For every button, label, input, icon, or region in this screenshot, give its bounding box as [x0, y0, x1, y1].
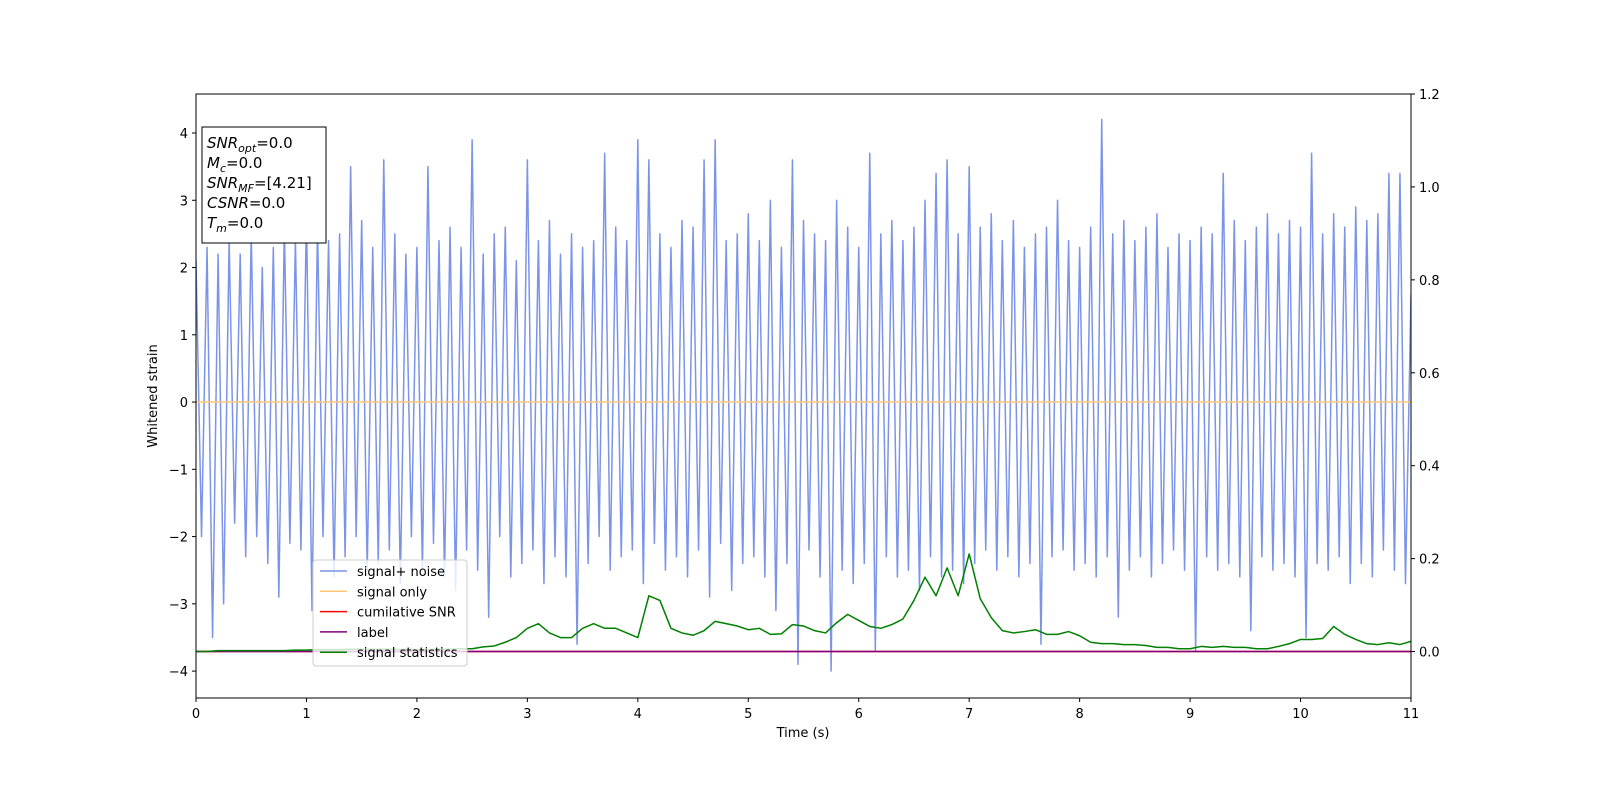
- y-tick-label: −2: [169, 531, 188, 546]
- legend-label: signal statistics: [357, 646, 458, 661]
- annotation-symbol: T: [207, 214, 218, 232]
- x-tick-label: 10: [1292, 707, 1309, 722]
- x-tick-label: 0: [192, 707, 200, 722]
- annotation-symbol: SNR: [207, 134, 238, 152]
- x-tick-label: 4: [634, 707, 642, 722]
- y-tick-label: 1: [180, 329, 188, 344]
- y-axis-label: Whitened strain: [146, 344, 161, 447]
- y-tick-label: 4: [180, 127, 188, 142]
- x-tick-label: 5: [744, 707, 752, 722]
- annotation-subscript: c: [220, 162, 226, 175]
- annotation-value: =0.0: [227, 214, 263, 232]
- annotation-subscript: opt: [238, 142, 257, 155]
- annotation-subscript: m: [216, 222, 227, 235]
- legend-label: label: [357, 626, 388, 641]
- y-tick-label: 3: [180, 194, 188, 209]
- y2-tick-label: 0.6: [1419, 367, 1440, 382]
- annotation-line: Mc=0.0: [207, 154, 262, 175]
- y-tick-label: 2: [180, 262, 188, 277]
- legend-box: [312, 559, 468, 667]
- x-tick-label: 8: [1075, 707, 1083, 722]
- y-tick-label: −1: [169, 463, 188, 478]
- x-tick-label: 11: [1403, 707, 1420, 722]
- annotation-value: =[4.21]: [254, 174, 312, 192]
- annotation-symbol: M: [207, 154, 220, 172]
- annotation-line: CSNR=0.0: [207, 194, 285, 212]
- annotation-line: SNRMF=[4.21]: [207, 174, 312, 195]
- y-tick-label: −4: [169, 665, 188, 680]
- annotation-box: [201, 126, 327, 244]
- x-axis-label: Time (s): [776, 726, 830, 741]
- series-line: [196, 118, 1411, 672]
- x-tick-label: 1: [302, 707, 310, 722]
- y2-tick-label: 0.2: [1419, 553, 1440, 568]
- x-tick-label: 3: [523, 707, 531, 722]
- annotation-subscript: MF: [238, 182, 254, 195]
- legend-label: signal only: [357, 585, 427, 600]
- y2-tick-label: 0.0: [1419, 646, 1440, 661]
- y-tick-label: 0: [180, 396, 188, 411]
- annotation-line: SNRopt=0.0: [207, 134, 293, 155]
- annotation-line: Tm=0.0: [207, 214, 263, 235]
- legend-label: cumilative SNR: [357, 606, 456, 621]
- x-tick-label: 9: [1186, 707, 1194, 722]
- y2-tick-label: 0.8: [1419, 274, 1440, 289]
- annotation-value: =0.0: [226, 154, 262, 172]
- x-tick-label: 6: [855, 707, 863, 722]
- plot-frame: [195, 93, 1412, 699]
- annotation-symbol: SNR: [207, 174, 238, 192]
- annotation-value: =0.0: [249, 194, 285, 212]
- y2-tick-label: 1.2: [1419, 88, 1440, 103]
- y-tick-label: −3: [169, 598, 188, 613]
- x-tick-label: 2: [413, 707, 421, 722]
- legend-label: signal+ noise: [357, 565, 445, 580]
- annotation-symbol: CSNR: [207, 194, 249, 212]
- x-tick-label: 7: [965, 707, 973, 722]
- y2-tick-label: 1.0: [1419, 181, 1440, 196]
- annotation-value: =0.0: [256, 134, 292, 152]
- y2-tick-label: 0.4: [1419, 460, 1440, 475]
